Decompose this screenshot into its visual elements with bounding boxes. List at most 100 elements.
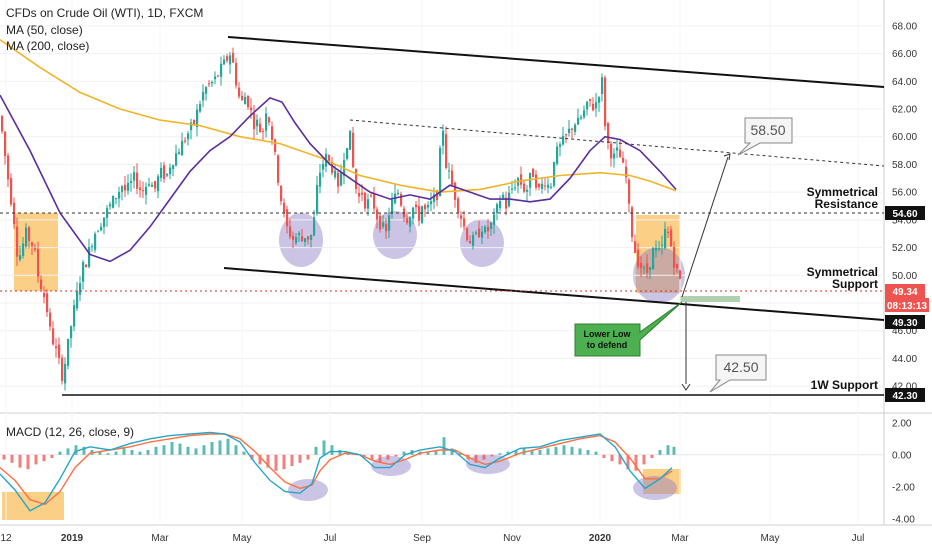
macd-histogram-bar (98, 451, 102, 455)
macd-ellipse-4 (633, 476, 677, 500)
candle-body (436, 190, 439, 201)
candle-body (217, 75, 220, 77)
macd-histogram-bar (618, 454, 622, 465)
candle-body (94, 233, 97, 250)
price-axis-bg (884, 0, 932, 550)
candle-body (340, 172, 343, 186)
macd-histogram-bar (394, 454, 398, 457)
macd-histogram-bar (602, 454, 606, 458)
candle-body (634, 241, 637, 254)
ma50-legend: MA (50, close) (6, 23, 83, 37)
candle-body (34, 248, 37, 250)
candle-body (184, 140, 187, 142)
candle-body (616, 147, 619, 151)
candle-body (244, 97, 247, 105)
time-axis-labels: 12 2019 Mar May Jul Sep Nov 2020 Mar May Jul (0, 533, 864, 544)
svg-text:49.34: 49.34 (892, 287, 917, 298)
candle-body (136, 172, 139, 189)
macd-histogram-bar (634, 454, 638, 471)
macd-histogram-bar (338, 450, 342, 455)
candle-body (268, 117, 271, 123)
macd-histogram-bar (402, 451, 406, 455)
price-tick-label: 56.00 (892, 188, 917, 199)
candle-body (514, 187, 517, 189)
candle-body (643, 267, 646, 269)
candle-body (652, 247, 655, 270)
candle-body (502, 194, 505, 199)
macd-histogram-bar (114, 451, 118, 455)
candle-body (85, 264, 88, 268)
candle-body (388, 215, 391, 231)
arrow-down-icon (681, 383, 691, 391)
candle-body (118, 191, 121, 199)
candle-body (520, 174, 523, 185)
candle-body (196, 109, 199, 127)
price-tick-label: 62.00 (892, 105, 917, 116)
candle-body (307, 236, 310, 240)
macd-histogram-bar (562, 445, 566, 455)
macd-histogram-bar (106, 453, 110, 455)
macd-histogram-bar (130, 450, 134, 455)
candle-body (535, 174, 538, 188)
price-tick-label: 52.00 (892, 243, 917, 254)
macd-histogram-bar (154, 446, 158, 455)
macd-histogram-bar (672, 446, 676, 455)
macd-histogram-bar (282, 454, 286, 470)
candle-body (475, 232, 478, 234)
macd-histogram-bar (426, 451, 430, 455)
candle-body (358, 192, 361, 197)
macd-histogram-bar (330, 445, 334, 455)
candle-body (211, 81, 214, 84)
resistance-price-tag: 54.60 (885, 206, 925, 220)
time-tick-label: Mar (671, 533, 689, 544)
candle-body (373, 194, 376, 209)
candle-body (625, 166, 628, 178)
candle-body (553, 161, 556, 186)
candle-body (37, 248, 40, 277)
candle-body (493, 214, 496, 225)
candle-body (64, 363, 67, 384)
candle-body (355, 169, 358, 190)
candle-body (304, 238, 307, 243)
candle-body (550, 186, 553, 188)
candle-body (163, 165, 166, 179)
candle-body (256, 119, 259, 127)
macd-histogram-bar (58, 451, 62, 455)
candle-body (370, 195, 373, 197)
candle-body (589, 99, 592, 101)
price-pane-bg (0, 0, 884, 412)
candle-body (169, 167, 172, 175)
candle-body (19, 255, 22, 260)
macd-tick-label: -4.00 (892, 514, 915, 525)
support-price-tag: 42.30 (885, 388, 925, 402)
svg-text:54.60: 54.60 (892, 209, 917, 220)
candle-body (265, 113, 268, 131)
candle-body (532, 168, 535, 178)
macd-histogram-bar (218, 440, 222, 455)
candle-body (610, 143, 613, 159)
candle-body (28, 227, 31, 242)
macd-histogram-bar (74, 445, 78, 455)
macd-histogram-bar (658, 450, 662, 455)
candle-body (376, 209, 379, 220)
macd-histogram-bar (538, 450, 542, 455)
macd-histogram-bar (18, 454, 22, 468)
macd-histogram-bar (474, 454, 478, 463)
candle-body (241, 95, 244, 101)
candle-body (175, 153, 178, 166)
candle-body (409, 217, 412, 227)
candle-body (289, 226, 292, 237)
macd-histogram-bar (370, 454, 374, 460)
macd-histogram-bar (434, 450, 438, 455)
candle-body (46, 293, 49, 313)
macd-axis-labels: 2.00 0.00 -2.00 -4.00 (892, 418, 915, 525)
candle-body (523, 183, 526, 192)
candle-body (277, 155, 280, 183)
macd-histogram-bar (626, 454, 630, 470)
macd-tick-label: 0.00 (892, 450, 912, 461)
dotted-upper-line (349, 119, 885, 167)
candle-body (418, 206, 421, 221)
candle-body (280, 185, 283, 202)
candle-body (604, 77, 607, 127)
candle-body (160, 168, 163, 178)
